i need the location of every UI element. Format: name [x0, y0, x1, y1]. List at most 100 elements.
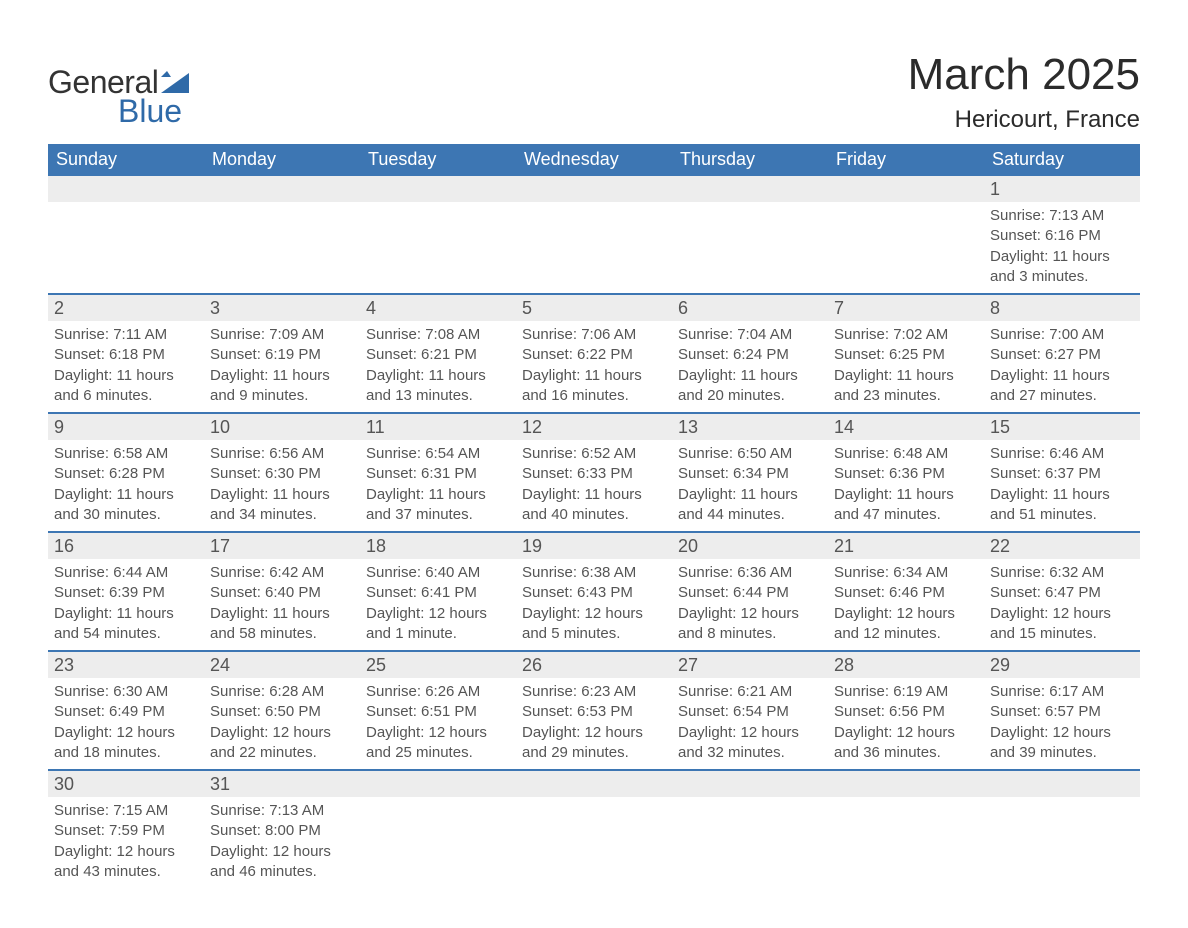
sunset-text: Sunset: 6:22 PM: [522, 345, 666, 365]
day-details-row: Sunrise: 6:30 AMSunset: 6:49 PMDaylight:…: [48, 678, 1140, 770]
sunrise-text: Sunrise: 6:38 AM: [522, 563, 666, 583]
day-number: 4: [360, 294, 516, 321]
logo: General Blue: [48, 64, 189, 130]
day-number: 25: [360, 651, 516, 678]
day-details-row: Sunrise: 7:13 AMSunset: 6:16 PMDaylight:…: [48, 202, 1140, 294]
sunrise-text: Sunrise: 7:08 AM: [366, 325, 510, 345]
day-number-row: 9101112131415: [48, 413, 1140, 440]
day-number: 30: [48, 770, 204, 797]
daylight-text: Daylight: 11 hours and 54 minutes.: [54, 604, 198, 645]
daylight-text: Daylight: 12 hours and 8 minutes.: [678, 604, 822, 645]
day-details: [828, 797, 984, 888]
sunset-text: Sunset: 6:46 PM: [834, 583, 978, 603]
day-details: Sunrise: 6:30 AMSunset: 6:49 PMDaylight:…: [48, 678, 204, 770]
day-number: 1: [984, 176, 1140, 202]
daylight-text: Daylight: 11 hours and 34 minutes.: [210, 485, 354, 526]
day-details: Sunrise: 6:21 AMSunset: 6:54 PMDaylight:…: [672, 678, 828, 770]
day-details: Sunrise: 6:48 AMSunset: 6:36 PMDaylight:…: [828, 440, 984, 532]
calendar-table: Sunday Monday Tuesday Wednesday Thursday…: [48, 144, 1140, 888]
logo-icon: [161, 71, 189, 93]
daylight-text: Daylight: 12 hours and 25 minutes.: [366, 723, 510, 764]
day-number: 27: [672, 651, 828, 678]
day-number: 8: [984, 294, 1140, 321]
sunrise-text: Sunrise: 7:13 AM: [990, 206, 1134, 226]
day-details: Sunrise: 6:19 AMSunset: 6:56 PMDaylight:…: [828, 678, 984, 770]
day-details: Sunrise: 6:52 AMSunset: 6:33 PMDaylight:…: [516, 440, 672, 532]
sunrise-text: Sunrise: 6:21 AM: [678, 682, 822, 702]
sunrise-text: Sunrise: 6:23 AM: [522, 682, 666, 702]
sunrise-text: Sunrise: 6:50 AM: [678, 444, 822, 464]
day-details-row: Sunrise: 7:11 AMSunset: 6:18 PMDaylight:…: [48, 321, 1140, 413]
sunrise-text: Sunrise: 6:56 AM: [210, 444, 354, 464]
sunrise-text: Sunrise: 7:13 AM: [210, 801, 354, 821]
sunset-text: Sunset: 6:19 PM: [210, 345, 354, 365]
day-details: Sunrise: 7:08 AMSunset: 6:21 PMDaylight:…: [360, 321, 516, 413]
day-details: Sunrise: 6:38 AMSunset: 6:43 PMDaylight:…: [516, 559, 672, 651]
day-details: Sunrise: 7:02 AMSunset: 6:25 PMDaylight:…: [828, 321, 984, 413]
sunset-text: Sunset: 6:56 PM: [834, 702, 978, 722]
day-details: Sunrise: 7:06 AMSunset: 6:22 PMDaylight:…: [516, 321, 672, 413]
sunset-text: Sunset: 6:47 PM: [990, 583, 1134, 603]
day-number: [672, 176, 828, 202]
daylight-text: Daylight: 12 hours and 43 minutes.: [54, 842, 198, 883]
sunrise-text: Sunrise: 7:04 AM: [678, 325, 822, 345]
day-number: [828, 176, 984, 202]
header: General Blue March 2025 Hericourt, Franc…: [48, 20, 1140, 134]
sunrise-text: Sunrise: 6:48 AM: [834, 444, 978, 464]
day-details: Sunrise: 7:15 AMSunset: 7:59 PMDaylight:…: [48, 797, 204, 888]
day-details: [360, 202, 516, 294]
day-details: Sunrise: 6:34 AMSunset: 6:46 PMDaylight:…: [828, 559, 984, 651]
sunrise-text: Sunrise: 6:36 AM: [678, 563, 822, 583]
sunrise-text: Sunrise: 6:34 AM: [834, 563, 978, 583]
day-number: 11: [360, 413, 516, 440]
daylight-text: Daylight: 11 hours and 40 minutes.: [522, 485, 666, 526]
day-details: Sunrise: 7:04 AMSunset: 6:24 PMDaylight:…: [672, 321, 828, 413]
daylight-text: Daylight: 11 hours and 9 minutes.: [210, 366, 354, 407]
day-details-row: Sunrise: 7:15 AMSunset: 7:59 PMDaylight:…: [48, 797, 1140, 888]
day-details: Sunrise: 6:46 AMSunset: 6:37 PMDaylight:…: [984, 440, 1140, 532]
sunset-text: Sunset: 6:33 PM: [522, 464, 666, 484]
daylight-text: Daylight: 11 hours and 16 minutes.: [522, 366, 666, 407]
location: Hericourt, France: [908, 106, 1140, 134]
sunset-text: Sunset: 6:49 PM: [54, 702, 198, 722]
day-details: Sunrise: 6:26 AMSunset: 6:51 PMDaylight:…: [360, 678, 516, 770]
sunset-text: Sunset: 6:50 PM: [210, 702, 354, 722]
day-number: [672, 770, 828, 797]
sunrise-text: Sunrise: 7:09 AM: [210, 325, 354, 345]
day-number: 28: [828, 651, 984, 678]
sunset-text: Sunset: 6:36 PM: [834, 464, 978, 484]
day-number: 22: [984, 532, 1140, 559]
day-details: Sunrise: 6:54 AMSunset: 6:31 PMDaylight:…: [360, 440, 516, 532]
sunrise-text: Sunrise: 7:00 AM: [990, 325, 1134, 345]
sunrise-text: Sunrise: 7:11 AM: [54, 325, 198, 345]
day-number: 29: [984, 651, 1140, 678]
daylight-text: Daylight: 11 hours and 51 minutes.: [990, 485, 1134, 526]
day-header: Monday: [204, 144, 360, 176]
day-details: Sunrise: 7:13 AMSunset: 8:00 PMDaylight:…: [204, 797, 360, 888]
day-details: Sunrise: 7:11 AMSunset: 6:18 PMDaylight:…: [48, 321, 204, 413]
daylight-text: Daylight: 12 hours and 32 minutes.: [678, 723, 822, 764]
day-details: Sunrise: 7:09 AMSunset: 6:19 PMDaylight:…: [204, 321, 360, 413]
sunset-text: Sunset: 8:00 PM: [210, 821, 354, 841]
day-number: [516, 770, 672, 797]
daylight-text: Daylight: 11 hours and 37 minutes.: [366, 485, 510, 526]
sunset-text: Sunset: 6:40 PM: [210, 583, 354, 603]
day-details: [48, 202, 204, 294]
day-number: [984, 770, 1140, 797]
day-number: 12: [516, 413, 672, 440]
daylight-text: Daylight: 11 hours and 44 minutes.: [678, 485, 822, 526]
day-number: [360, 770, 516, 797]
day-number: 31: [204, 770, 360, 797]
daylight-text: Daylight: 12 hours and 39 minutes.: [990, 723, 1134, 764]
day-number-row: 1: [48, 176, 1140, 202]
sunset-text: Sunset: 6:25 PM: [834, 345, 978, 365]
day-number: 23: [48, 651, 204, 678]
day-number-row: 2345678: [48, 294, 1140, 321]
day-number: [204, 176, 360, 202]
day-details: Sunrise: 7:13 AMSunset: 6:16 PMDaylight:…: [984, 202, 1140, 294]
day-number: [828, 770, 984, 797]
sunrise-text: Sunrise: 6:17 AM: [990, 682, 1134, 702]
day-details: [516, 202, 672, 294]
day-number: 13: [672, 413, 828, 440]
sunset-text: Sunset: 6:30 PM: [210, 464, 354, 484]
